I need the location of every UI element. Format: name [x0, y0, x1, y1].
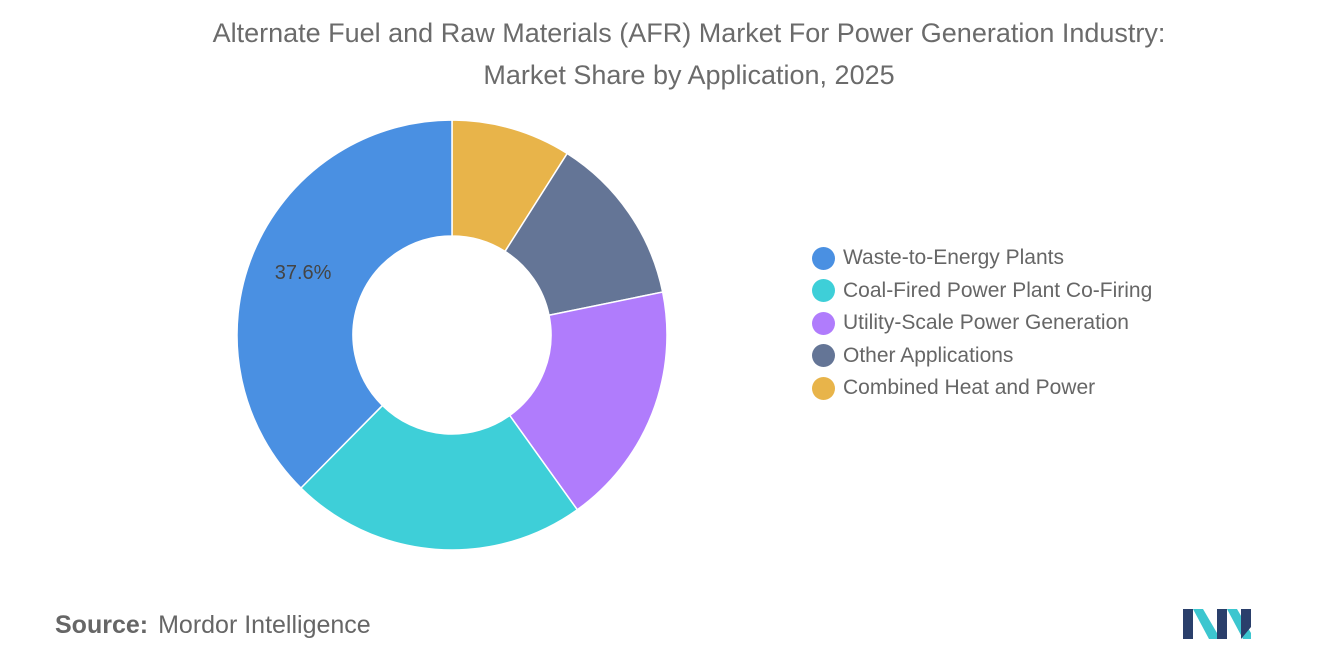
logo-shape-left [1183, 609, 1193, 639]
legend-swatch [812, 376, 835, 400]
mordor-intelligence-logo-icon [1183, 609, 1251, 639]
legend-label: Utility-Scale Power Generation [843, 311, 1129, 335]
source-note: Source: Mordor Intelligence [55, 611, 371, 640]
legend-swatch [812, 311, 835, 335]
donut-slices [236, 119, 668, 551]
legend-item-combined-heat-and-power: Combined Heat and Power [812, 372, 1152, 405]
source-value: Mordor Intelligence [158, 611, 371, 639]
source-label: Source: [55, 611, 149, 639]
slice-utility-scale-power-generation [508, 291, 668, 511]
legend-label: Combined Heat and Power [843, 376, 1096, 400]
donut-data-labels: 37.6% [275, 262, 332, 284]
chart-legend: Waste-to-Energy Plants Coal-Fired Power P… [812, 242, 1152, 405]
slice-waste-to-energy-plants [236, 119, 453, 490]
logo-shape-diag-1 [1193, 609, 1217, 639]
legend-label: Coal-Fired Power Plant Co-Firing [843, 278, 1153, 302]
logo-shape-right [1241, 609, 1251, 639]
legend-item-coal-fired-power-plant-co-firing: Coal-Fired Power Plant Co-Firing [812, 275, 1152, 308]
legend-item-other-applications: Other Applications [812, 340, 1152, 373]
chart-title: Alternate Fuel and Raw Materials (AFR) M… [0, 12, 1320, 96]
chart-title-line-1: Alternate Fuel and Raw Materials (AFR) M… [212, 18, 1166, 48]
logo-shape-mid [1217, 609, 1227, 639]
legend-swatch [812, 279, 835, 303]
slice-other-applications [504, 152, 664, 317]
legend-label: Other Applications [843, 343, 1014, 367]
legend-label: Waste-to-Energy Plants [843, 246, 1064, 270]
slice-coal-fired-power-plant-co-firing [299, 404, 579, 551]
legend-swatch [812, 344, 835, 368]
legend-item-utility-scale-power-generation: Utility-Scale Power Generation [812, 307, 1152, 340]
legend-item-waste-to-energy-plants: Waste-to-Energy Plants [812, 242, 1152, 275]
legend-swatch [812, 246, 835, 270]
data-label-waste-to-energy-plants: 37.6% [275, 262, 332, 284]
chart-title-line-2: Market Share by Application, 2025 [483, 60, 895, 90]
